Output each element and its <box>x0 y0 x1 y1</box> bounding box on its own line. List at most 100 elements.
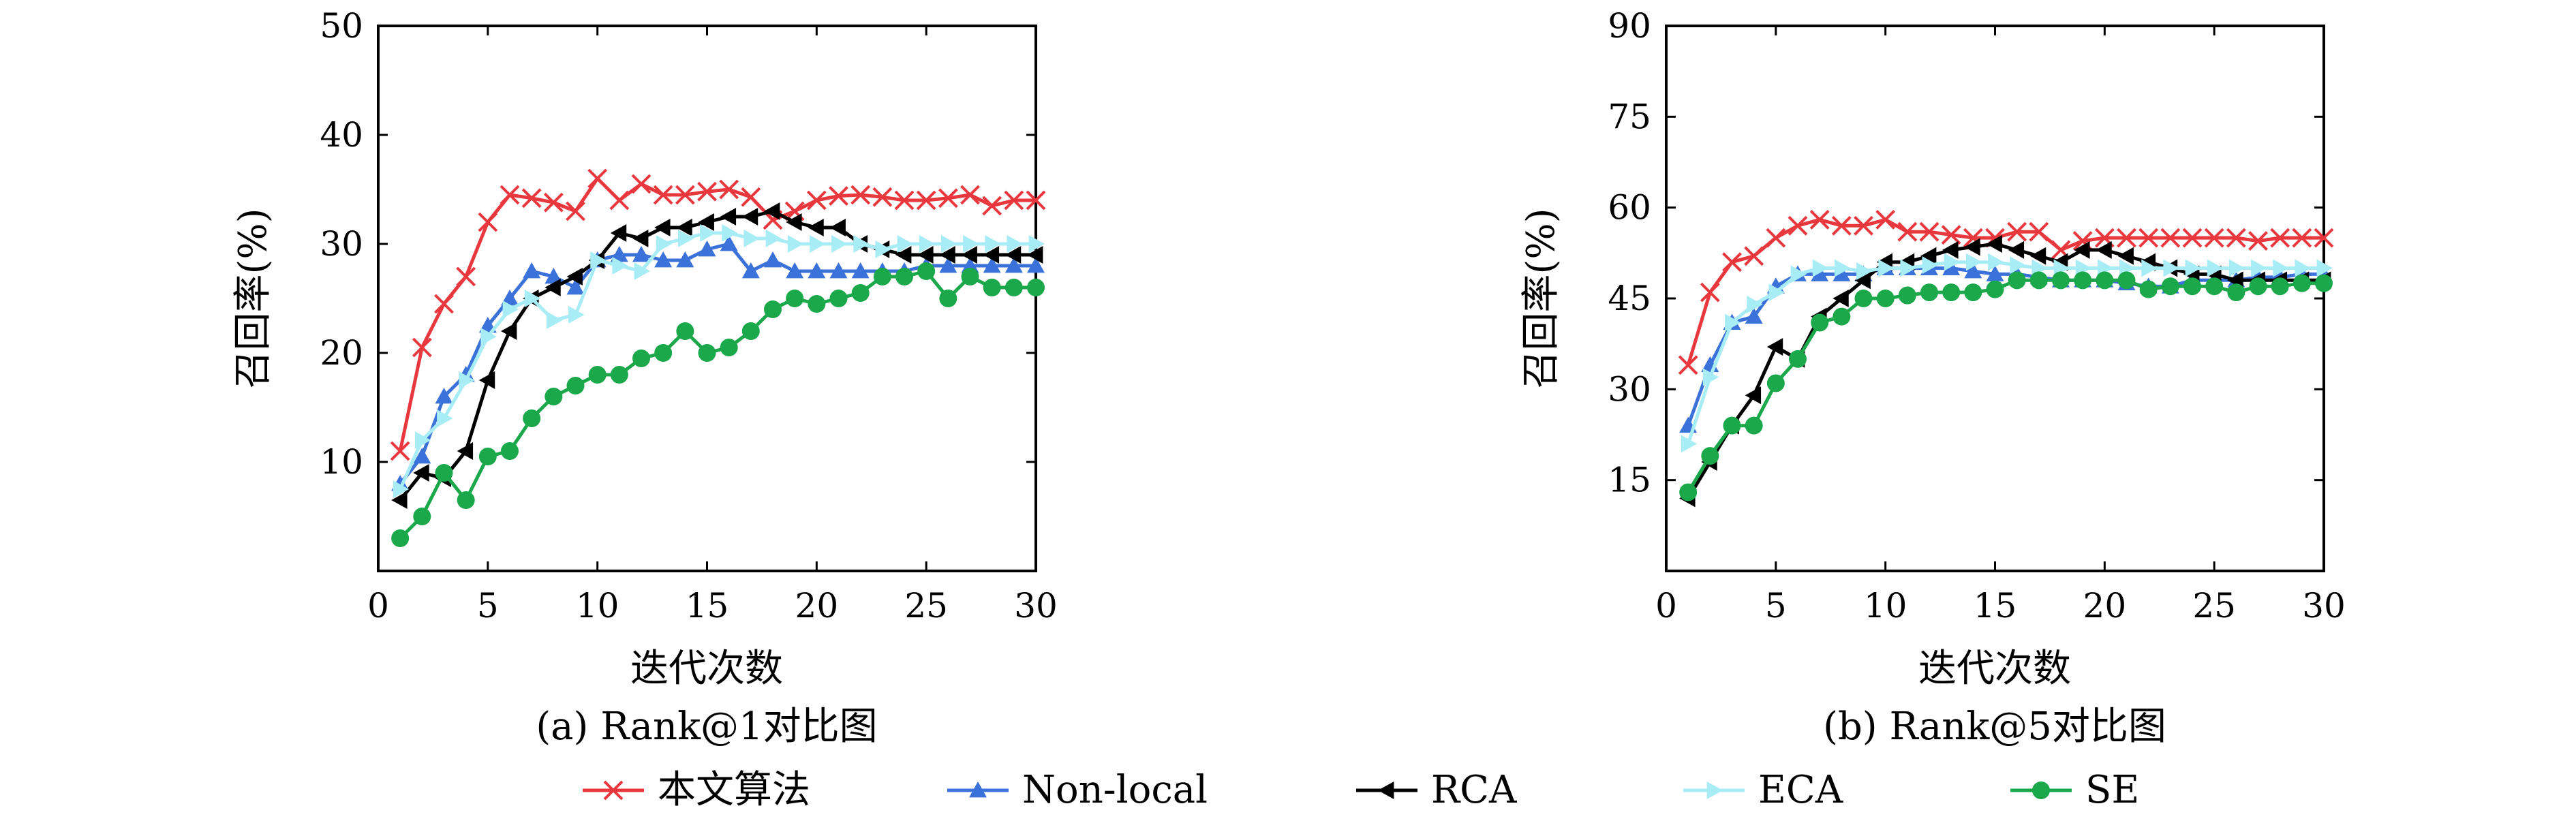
x-tick-label: 15 <box>1974 586 2017 625</box>
data-point <box>653 185 673 205</box>
plot-frame <box>377 25 1037 572</box>
data-point <box>961 257 979 273</box>
data-point <box>875 241 891 258</box>
data-point <box>764 251 782 268</box>
data-point <box>2052 271 2070 290</box>
data-point <box>2295 259 2311 277</box>
data-point <box>743 230 760 247</box>
data-point <box>829 262 848 279</box>
legend-label: 本文算法 <box>658 768 810 812</box>
data-point <box>632 246 650 262</box>
data-point <box>478 448 497 465</box>
data-point <box>916 190 936 211</box>
data-point <box>806 190 827 211</box>
data-point <box>722 224 738 242</box>
axis-ticks: 0 5 10 15 20 25 30 15 30 45 60 75 90 <box>1608 6 2345 625</box>
data-point <box>632 350 650 367</box>
chart-panel-a: 0 5 10 15 20 25 30 10 20 30 40 50 迭代次数 召回率(%) (a) R… <box>231 6 1058 749</box>
data-point <box>2010 256 2026 275</box>
y-axis-label: 召回率(%) <box>231 208 275 389</box>
data-point <box>1766 374 1785 392</box>
data-point <box>612 257 628 275</box>
chart-caption: (a) Rank@1对比图 <box>536 704 877 749</box>
data-point <box>808 262 826 279</box>
data-point <box>1944 253 1961 271</box>
data-point <box>523 409 541 427</box>
data-point <box>1811 265 1829 281</box>
data-point <box>1679 483 1698 501</box>
data-point <box>676 219 692 236</box>
data-point <box>480 328 497 345</box>
data-point <box>872 187 893 207</box>
legend-label: Non-local <box>1022 768 1208 812</box>
data-point <box>2074 271 2092 290</box>
data-point <box>1788 215 1808 236</box>
y-tick-label: 50 <box>320 6 363 46</box>
data-point <box>413 448 431 464</box>
data-point <box>1812 259 1829 277</box>
y-tick-label: 20 <box>320 333 363 373</box>
chart-panel-b: 0 5 10 15 20 25 30 15 30 45 60 75 90 迭代次数 召回率(%) (b)… <box>1519 6 2346 749</box>
data-point <box>413 508 431 525</box>
y-axis-label: 召回率(%) <box>1519 208 1563 389</box>
data-point <box>809 235 826 253</box>
data-point <box>1941 225 1961 245</box>
data-point <box>435 464 453 482</box>
data-point <box>1875 210 1896 230</box>
legend-marker <box>603 780 624 801</box>
data-point <box>963 235 979 253</box>
data-point <box>413 464 429 482</box>
data-point <box>1745 386 1762 405</box>
data-point <box>720 208 737 226</box>
data-point <box>1766 338 1783 356</box>
legend-label: RCA <box>1431 768 1517 812</box>
data-point <box>960 185 980 205</box>
data-point <box>741 187 761 207</box>
data-point <box>939 257 957 273</box>
x-tick-label: 25 <box>2192 586 2236 625</box>
data-point <box>456 266 476 287</box>
data-point <box>1027 246 1043 264</box>
data-point <box>434 294 454 314</box>
data-point <box>566 201 585 221</box>
data-point <box>1856 262 1873 280</box>
data-point <box>1919 221 1939 242</box>
legend-label: ECA <box>1758 768 1843 812</box>
data-point <box>1004 190 1024 211</box>
data-point <box>545 279 561 296</box>
data-point <box>1768 283 1785 302</box>
data-point <box>2228 259 2245 277</box>
data-point <box>631 174 651 194</box>
data-point <box>741 322 760 340</box>
data-point <box>985 235 1001 253</box>
data-point <box>501 322 517 340</box>
data-point <box>698 344 716 362</box>
data-point <box>2226 228 2246 248</box>
data-point <box>741 208 758 226</box>
x-tick-label: 0 <box>367 586 389 625</box>
data-point <box>1876 290 1895 307</box>
chart-caption: (b) Rank@5对比图 <box>1823 704 2166 749</box>
data-point <box>391 529 410 547</box>
x-tick-label: 20 <box>2083 586 2127 625</box>
y-tick-label: 45 <box>1608 279 1651 318</box>
data-point <box>764 202 780 220</box>
data-point <box>1964 283 1982 302</box>
data-point <box>546 311 563 329</box>
x-tick-label: 10 <box>576 586 619 625</box>
data-point <box>938 188 958 208</box>
data-point <box>698 241 716 257</box>
data-point <box>2139 280 2158 298</box>
data-point <box>2204 228 2224 248</box>
data-point <box>391 491 408 509</box>
data-point <box>414 431 431 449</box>
data-point <box>765 230 782 247</box>
data-point <box>1900 259 1916 277</box>
y-tick-label: 10 <box>320 442 363 482</box>
data-point <box>873 268 891 285</box>
data-point <box>676 251 694 268</box>
data-point <box>829 186 848 206</box>
data-point <box>2008 271 2026 290</box>
data-point <box>1747 295 1763 313</box>
data-point <box>478 212 498 232</box>
